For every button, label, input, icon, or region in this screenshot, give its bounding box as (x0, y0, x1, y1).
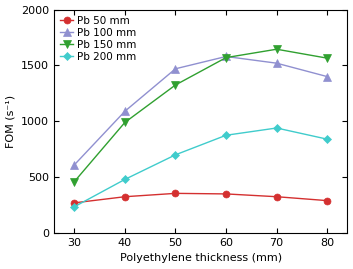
Pb 200 mm (224, 134, 228, 137)
Y-axis label: FOM (s⁻¹): FOM (s⁻¹) (6, 95, 16, 148)
Pb 150 mm (325, 56, 329, 60)
Pb 150 mm (173, 83, 178, 87)
Pb 150 mm (123, 121, 127, 124)
Pb 50 mm (224, 192, 228, 196)
Pb 150 mm (72, 180, 77, 183)
Pb 200 mm (173, 153, 178, 157)
Legend: Pb 50 mm, Pb 100 mm, Pb 150 mm, Pb 200 mm: Pb 50 mm, Pb 100 mm, Pb 150 mm, Pb 200 m… (58, 14, 138, 64)
Pb 50 mm (72, 201, 77, 204)
Pb 200 mm (72, 205, 77, 208)
Pb 150 mm (224, 56, 228, 59)
Line: Pb 200 mm: Pb 200 mm (72, 125, 330, 210)
Line: Pb 150 mm: Pb 150 mm (70, 45, 331, 186)
Pb 100 mm (123, 110, 127, 113)
Pb 150 mm (275, 48, 279, 51)
Line: Pb 50 mm: Pb 50 mm (71, 190, 331, 206)
X-axis label: Polyethylene thickness (mm): Polyethylene thickness (mm) (120, 253, 282, 263)
Pb 200 mm (275, 126, 279, 130)
Pb 200 mm (123, 178, 127, 181)
Pb 50 mm (123, 195, 127, 198)
Pb 50 mm (275, 195, 279, 198)
Pb 100 mm (224, 55, 228, 58)
Pb 100 mm (72, 163, 77, 167)
Pb 100 mm (173, 67, 178, 70)
Line: Pb 100 mm: Pb 100 mm (70, 52, 331, 169)
Pb 100 mm (275, 62, 279, 65)
Pb 50 mm (173, 192, 178, 195)
Pb 200 mm (325, 137, 329, 141)
Pb 50 mm (325, 199, 329, 202)
Pb 100 mm (325, 75, 329, 78)
